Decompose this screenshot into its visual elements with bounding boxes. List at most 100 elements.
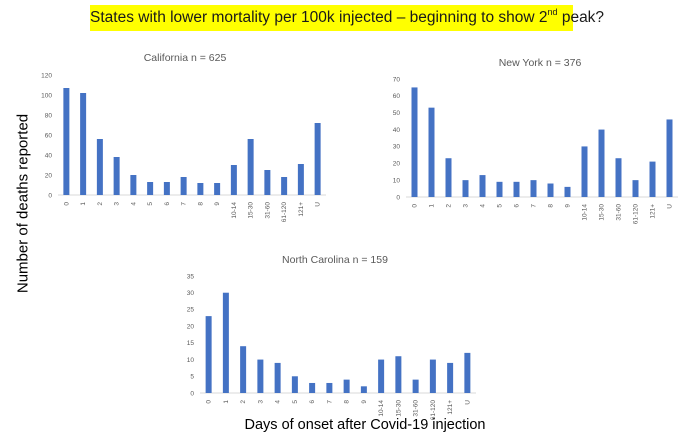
- y-tick-label: 0: [48, 192, 52, 199]
- x-tick-label: 15-30: [248, 202, 255, 219]
- x-tick-label: 10-14: [378, 400, 385, 417]
- bar: [309, 382, 316, 393]
- bar: [411, 87, 418, 197]
- x-tick-label: 7: [326, 400, 333, 404]
- x-tick-label: 31-60: [264, 202, 271, 219]
- y-tick-label: 20: [393, 161, 401, 168]
- x-tick-label: 2: [97, 202, 104, 206]
- y-tick-label: 100: [41, 92, 52, 99]
- bar: [214, 183, 221, 195]
- x-tick-label: 9: [565, 204, 572, 208]
- bar: [274, 362, 281, 393]
- bar: [130, 175, 137, 195]
- bar: [378, 359, 385, 393]
- bar: [343, 379, 350, 393]
- bar: [564, 186, 571, 197]
- shared-y-axis-label: Number of deaths reported: [14, 113, 32, 294]
- x-tick-label: 9: [214, 202, 221, 206]
- chart-new-york: New York n = 376 0 10 20 30 40 50 60 70 0 1 2 3 4 5 6 7 8…: [393, 57, 678, 224]
- y-tick-label: 30: [187, 290, 195, 297]
- headline-text: States with lower mortality per 100k inj…: [90, 9, 548, 26]
- bar: [429, 359, 436, 393]
- y-tick-label: 80: [45, 112, 53, 119]
- bar: [581, 146, 588, 197]
- chart-title: California n = 625: [144, 52, 227, 64]
- y-tick-label: 0: [396, 194, 400, 201]
- bar: [180, 177, 187, 195]
- bar: [598, 129, 605, 197]
- x-tick-label: 7: [531, 204, 538, 208]
- bar: [547, 183, 554, 197]
- bar: [462, 180, 469, 197]
- bar: [80, 93, 87, 195]
- chart-title: New York n = 376: [499, 57, 582, 69]
- headline-superscript: nd: [547, 7, 558, 17]
- x-tick-label: 2: [240, 400, 247, 404]
- x-tick-label: 6: [164, 202, 171, 206]
- bar: [113, 157, 120, 195]
- x-tick-label: 121+: [650, 204, 657, 219]
- bar: [257, 359, 264, 393]
- bar: [513, 181, 520, 197]
- headline-banner: States with lower mortality per 100k inj…: [90, 5, 604, 31]
- bar: [291, 376, 298, 393]
- x-tick-label: 5: [497, 204, 504, 208]
- chart-california: California n = 625 0 20 40 60 80 100 120 0 1 2 3 4 5 6…: [41, 52, 326, 223]
- y-tick-label: 40: [45, 152, 53, 159]
- x-tick-label: 121+: [298, 202, 305, 217]
- y-tick-label: 50: [393, 110, 401, 117]
- y-tick-label: 20: [187, 323, 195, 330]
- x-tick-label: 4: [480, 204, 487, 208]
- x-tick-label: 1: [429, 204, 436, 208]
- bar: [230, 165, 237, 195]
- bar: [615, 158, 622, 197]
- bar: [240, 346, 247, 393]
- y-tick-label: 30: [393, 144, 401, 151]
- x-tick-label: 1: [223, 400, 230, 404]
- bar: [314, 123, 321, 195]
- y-tick-label: 5: [190, 374, 194, 381]
- x-tick-label: U: [667, 204, 674, 209]
- x-tick-label: U: [464, 400, 471, 405]
- x-tick-label: 6: [309, 400, 316, 404]
- x-tick-label: 2: [446, 204, 453, 208]
- x-tick-label: 8: [548, 204, 555, 208]
- x-tick-label: 0: [206, 400, 213, 404]
- bar: [163, 182, 170, 195]
- y-tick-label: 120: [41, 72, 52, 79]
- x-tick-label: 61-120: [281, 202, 288, 223]
- bar: [447, 362, 454, 393]
- bar: [247, 139, 254, 195]
- x-tick-label: 8: [197, 202, 204, 206]
- bar: [445, 158, 452, 197]
- x-tick-label: 3: [257, 400, 264, 404]
- x-tick-label: 15-30: [599, 204, 606, 221]
- bar: [264, 170, 271, 195]
- y-tick-label: 15: [187, 340, 195, 347]
- x-tick-label: 121+: [447, 400, 454, 415]
- bar: [395, 356, 402, 393]
- bar: [428, 107, 435, 197]
- x-tick-label: 10-14: [582, 204, 589, 221]
- y-tick-label: 0: [190, 390, 194, 397]
- y-tick-label: 25: [187, 307, 195, 314]
- bar: [464, 352, 471, 393]
- bar: [496, 181, 503, 197]
- x-tick-label: 61-120: [430, 400, 437, 421]
- bar: [412, 379, 419, 393]
- y-tick-label: 60: [45, 132, 53, 139]
- bar: [632, 180, 639, 197]
- x-tick-label: 5: [147, 202, 154, 206]
- x-tick-label: 3: [114, 202, 121, 206]
- x-tick-label: 3: [463, 204, 470, 208]
- x-tick-label: 0: [412, 204, 419, 208]
- x-tick-label: 15-30: [395, 400, 402, 417]
- bar: [479, 175, 486, 197]
- x-tick-label: 4: [130, 202, 137, 206]
- bar: [147, 182, 154, 195]
- x-tick-label: 4: [275, 400, 282, 404]
- bar: [326, 382, 333, 393]
- y-tick-label: 60: [393, 93, 401, 100]
- headline-suffix: peak?: [557, 9, 605, 26]
